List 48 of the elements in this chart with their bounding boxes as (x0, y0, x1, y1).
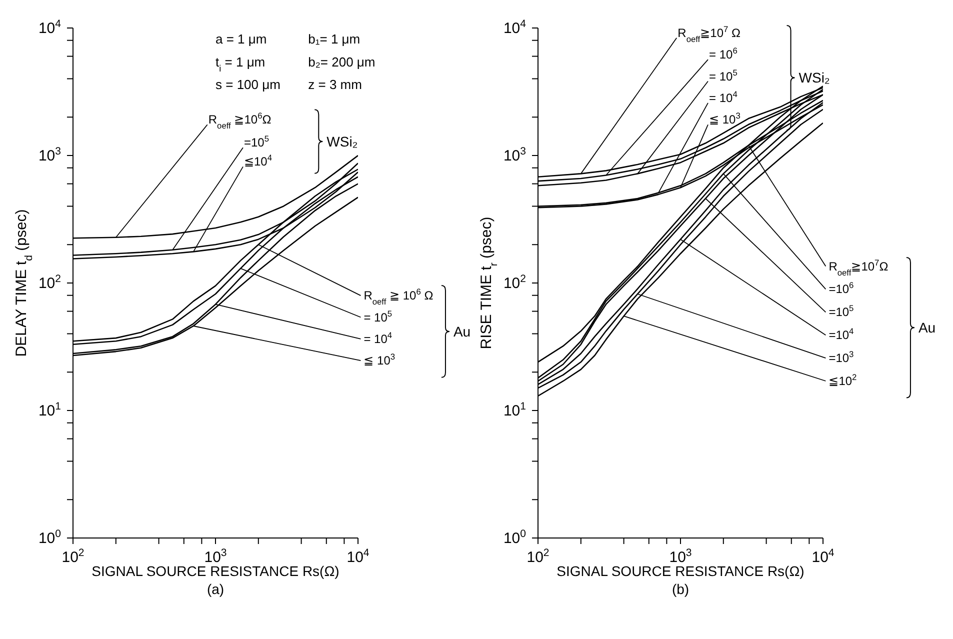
y-tick-label: 10$^{4}$ (38, 18, 62, 37)
text: R$_{oeff}$≧10$^{7}$ Ω (678, 24, 741, 44)
x-tick-label: 10$^{2}$ (62, 547, 84, 566)
text: = 10$^{4}$ (364, 330, 392, 346)
y-tick-label: 10$^{2}$ (503, 273, 526, 292)
x-axis-title: SIGNAL SOURCE RESISTANCE Rs(Ω) (92, 563, 340, 579)
annotation: s = 100 μm (216, 77, 280, 92)
x-tick-label: 10$^{4}$ (346, 547, 370, 566)
text: =10$^{5}$ (244, 134, 270, 150)
text: R$_{oeff}$ ≧ 10$^{6}$ Ω (364, 286, 434, 307)
y-tick-label: 10$^{3}$ (38, 146, 62, 164)
text: (b) (672, 581, 690, 597)
y-tick-label: 10$^{1}$ (503, 400, 526, 420)
y-tick-label: 10$^{2}$ (38, 273, 62, 292)
text: = 10$^{5}$ (709, 67, 738, 84)
text: (a) (206, 581, 224, 597)
text: R$_{oeff}$≧10$^{7}$Ω (828, 257, 888, 278)
x-axis-title: SIGNAL SOURCE RESISTANCE Rs(Ω) (556, 563, 804, 579)
x-tick-label: 10$^{3}$ (204, 547, 227, 566)
y-tick-label: 10$^{1}$ (38, 400, 62, 420)
annotation: z = 3 mm (308, 77, 362, 92)
series-label: ≦ 10$^{3}$ (709, 110, 741, 127)
text: Au (453, 323, 471, 340)
annotation: WSi₂ (326, 133, 358, 150)
y-tick-label: 10$^{4}$ (503, 18, 526, 37)
text: =10$^{3}$ (828, 349, 854, 366)
x-tick-label: 10$^{3}$ (669, 547, 692, 566)
y-tick-label: 10$^{3}$ (503, 146, 526, 164)
text: = 10$^{4}$ (709, 88, 738, 105)
x-tick-label: 10$^{4}$ (812, 547, 834, 566)
text: ≦10$^{2}$ (828, 372, 858, 388)
x-tick-label: 10$^{2}$ (526, 547, 550, 566)
y-tick-label: 10$^{0}$ (38, 528, 62, 547)
text: =10$^{5}$ (828, 303, 854, 320)
annotation: WSi₂ (798, 70, 830, 86)
annotation: b₁= 1 μm (308, 31, 360, 46)
annotation: t$_{i}$ = 1 μm (216, 54, 266, 74)
text: R$_{oeff}$ ≧10$^{6}$Ω (208, 110, 272, 131)
text: = 10$^{6}$ (709, 46, 738, 62)
text: =10$^{6}$ (828, 280, 854, 296)
annotation: b₂= 200 μm (308, 54, 376, 70)
y-tick-label: 10$^{0}$ (503, 528, 526, 547)
text: ≦10$^{4}$ (244, 152, 272, 169)
text: = 10$^{5}$ (364, 308, 392, 324)
text: ≦ 10$^{3}$ (364, 352, 396, 368)
annotation: a = 1 μm (216, 31, 267, 46)
text: =10$^{4}$ (828, 326, 854, 342)
text: Au (918, 320, 936, 336)
